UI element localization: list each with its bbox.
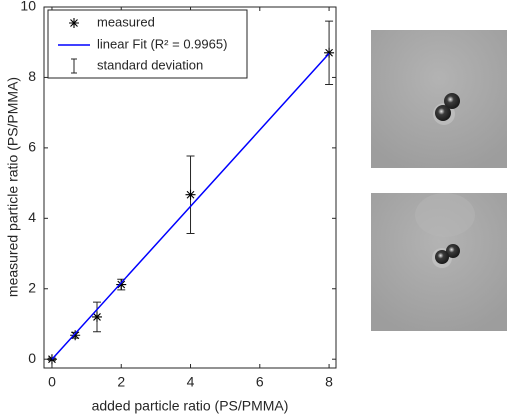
x-tick-label: 8: [325, 374, 333, 390]
y-tick-label: 8: [28, 68, 36, 84]
marker: [324, 47, 335, 58]
micrograph-bottom: [371, 193, 507, 331]
x-tick-label: 0: [48, 374, 56, 390]
legend-box: [47, 9, 248, 79]
x-tick-label: 6: [256, 374, 264, 390]
legend-marker: [69, 18, 79, 28]
micrograph-top: [371, 30, 507, 168]
legend-label: standard deviation: [97, 57, 203, 72]
x-tick-label: 4: [187, 374, 195, 390]
fit-line: [51, 52, 330, 360]
y-tick-label: 2: [28, 279, 36, 295]
y-tick-label: 6: [28, 139, 36, 155]
marker: [91, 311, 102, 322]
y-tick-label: 10: [20, 0, 36, 14]
marker: [116, 279, 127, 290]
x-tick-label: 2: [117, 374, 125, 390]
legend-errorbar: [71, 58, 77, 74]
legend-label: linear Fit (R² = 0.9965): [97, 36, 227, 51]
y-axis-label: measured particle ratio (PS/PMMA): [5, 77, 21, 297]
marker: [70, 330, 81, 341]
y-tick-label: 4: [28, 209, 36, 225]
marker: [185, 189, 196, 200]
x-axis-label: added particle ratio (PS/PMMA): [92, 398, 289, 414]
y-tick-label: 0: [28, 350, 36, 366]
legend-label: measured: [97, 14, 155, 29]
